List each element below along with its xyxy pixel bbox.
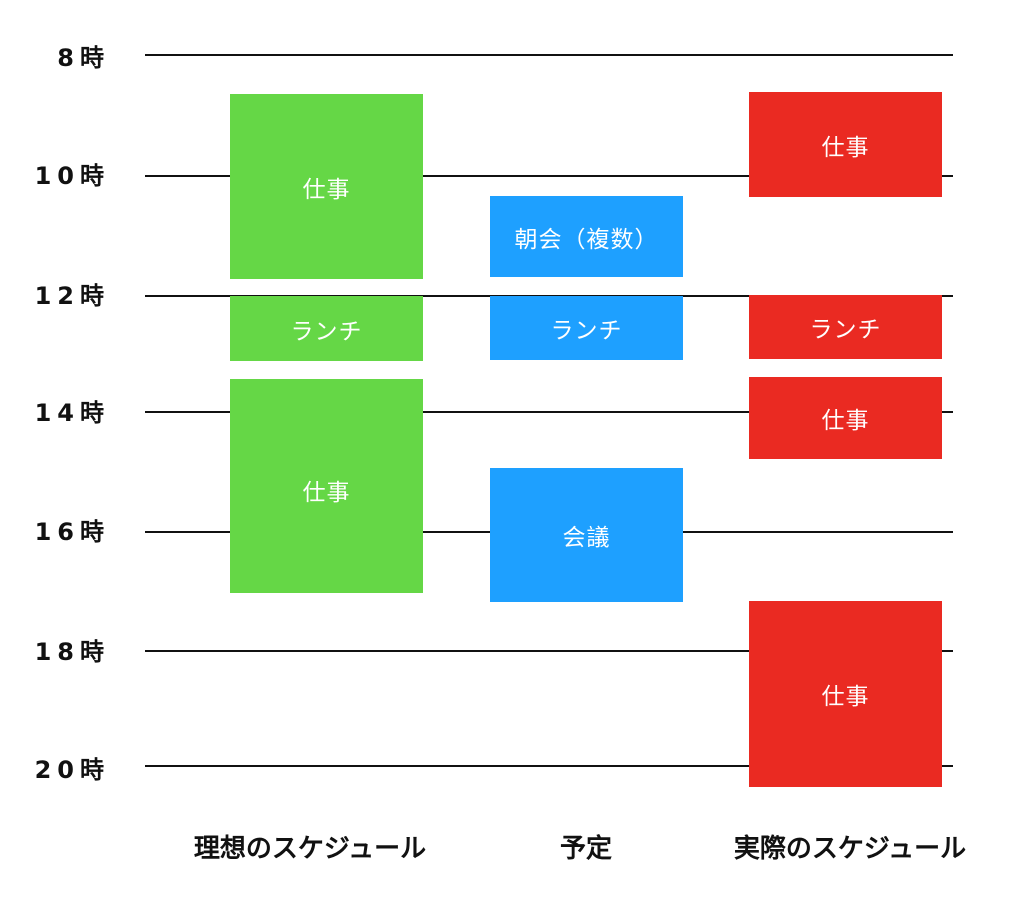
hour-label-18: 18時 [34,638,110,666]
hour-line-10 [145,175,953,177]
planned-block-lunch: ランチ [490,296,683,360]
hour-label-8: 8時 [57,44,110,72]
planned-column-title: 予定 [559,834,612,864]
hour-label-16: 16時 [34,518,110,546]
ideal-block-work-afternoon-label: 仕事 [302,480,351,506]
hour-label-12: 12時 [34,282,110,310]
actual-block-lunch: ランチ [749,295,942,359]
hour-line-20 [145,765,953,767]
hour-label-10: 10時 [34,162,110,190]
actual-block-work-morning: 仕事 [749,92,942,197]
ideal-block-work-afternoon: 仕事 [230,379,423,593]
hour-label-20: 20時 [34,756,110,784]
hour-line-8 [145,54,953,56]
actual-column-title: 実際のスケジュール [733,834,967,864]
ideal-column-title: 理想のスケジュール [193,834,427,864]
hour-line-14 [145,411,953,413]
actual-block-work-evening: 仕事 [749,601,942,787]
planned-block-morning-meeting: 朝会（複数） [490,196,683,277]
ideal-block-work-morning: 仕事 [230,94,423,279]
planned-block-meeting: 会議 [490,468,683,602]
actual-block-work-afternoon: 仕事 [749,377,942,459]
hour-label-14: 14時 [34,399,110,427]
ideal-block-lunch: ランチ [230,296,423,361]
hour-line-18 [145,650,953,652]
